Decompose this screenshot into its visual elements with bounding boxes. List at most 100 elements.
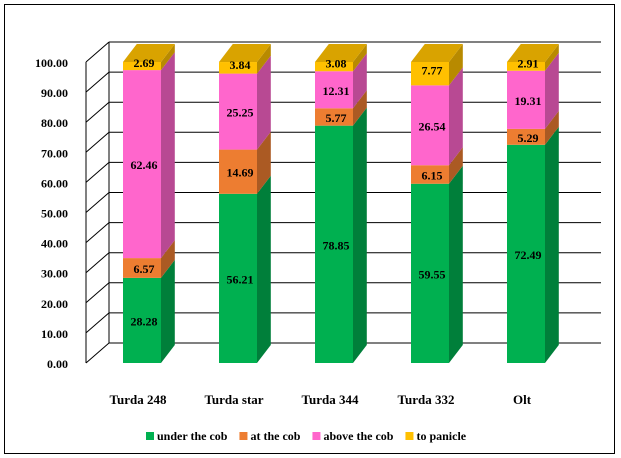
- data-label: 7.77: [422, 64, 443, 78]
- gridline-depth: [85, 192, 110, 213]
- data-label: 28.28: [131, 314, 158, 328]
- bar-segment-side: [545, 126, 559, 363]
- data-label: 2.69: [134, 56, 155, 70]
- gridline-depth: [85, 252, 110, 274]
- bar-segment-front: [219, 62, 257, 74]
- gridline-depth: [85, 222, 110, 243]
- legend-swatch: [239, 432, 248, 440]
- bar-segment-side: [545, 44, 559, 71]
- bar-segment-front: [411, 85, 449, 166]
- bar-segment-front: [411, 183, 449, 363]
- bar-segment-front: [123, 277, 161, 363]
- data-label: 6.15: [422, 168, 443, 182]
- data-label: 56.21: [227, 272, 254, 286]
- x-tick-label: Turda star: [204, 392, 263, 407]
- bar-top-face: [219, 44, 271, 63]
- y-tick-label: 40.00: [41, 237, 68, 251]
- x-tick-label: Turda 248: [110, 392, 167, 407]
- data-label: 62.46: [131, 158, 158, 172]
- legend-label: to panicle: [416, 429, 466, 443]
- bar-segment-side: [161, 240, 175, 278]
- x-tick-label: Olt: [513, 392, 532, 407]
- bar-segment-side: [257, 175, 271, 363]
- legend-swatch: [405, 432, 414, 440]
- gridline-depth: [85, 162, 110, 183]
- bar-segment-front: [411, 165, 449, 184]
- bar-segment-side: [161, 52, 175, 259]
- gridline-depth: [85, 312, 110, 334]
- bar-segment-side: [353, 53, 367, 109]
- data-label: 14.69: [227, 166, 254, 180]
- bar-segment-front: [315, 71, 353, 109]
- data-label: 5.77: [326, 111, 347, 125]
- bar-top-face: [123, 44, 175, 62]
- data-label: 19.31: [515, 94, 542, 108]
- bar-segment-side: [545, 110, 559, 145]
- x-tick-label: Turda 344: [302, 392, 359, 407]
- bar-segment-side: [257, 131, 271, 194]
- data-label: 5.29: [518, 131, 539, 145]
- legend-label: at the cob: [250, 429, 300, 443]
- bar-segment-front: [315, 108, 353, 126]
- y-tick-label: 0.00: [47, 357, 68, 371]
- bar-segment-front: [315, 125, 353, 363]
- bar-segment-side: [353, 90, 367, 126]
- data-label: 3.08: [326, 57, 347, 71]
- gridline-depth: [85, 101, 110, 123]
- y-tick-label: 90.00: [41, 86, 68, 100]
- data-label: 25.25: [227, 106, 254, 120]
- y-tick-label: 20.00: [41, 297, 68, 311]
- bar-segment-front: [315, 61, 353, 72]
- y-tick-label: 60.00: [41, 176, 68, 190]
- y-tick-label: 30.00: [41, 267, 68, 281]
- legend-label: above the cob: [323, 429, 393, 443]
- legend-swatch: [146, 432, 154, 440]
- bar-segment-side: [449, 165, 463, 363]
- data-label: 26.54: [419, 119, 446, 133]
- y-tick-label: 50.00: [41, 207, 68, 221]
- bar-segment-front: [123, 70, 161, 259]
- bar-segment-side: [353, 43, 367, 72]
- data-label: 78.85: [323, 238, 350, 252]
- data-label: 3.84: [230, 58, 251, 72]
- data-label: 6.57: [134, 262, 155, 276]
- bar-segment-side: [449, 147, 463, 184]
- y-tick-label: 10.00: [41, 327, 68, 341]
- bar-segment-front: [507, 128, 545, 145]
- bar-segment-front: [507, 144, 545, 363]
- y-tick-label: 80.00: [41, 116, 68, 130]
- gridline-depth: [85, 342, 110, 364]
- gridline-depth: [85, 131, 110, 153]
- bar-segment-front: [219, 73, 257, 150]
- data-label: 72.49: [515, 248, 542, 262]
- bar-segment-side: [545, 52, 559, 129]
- bar-top-face: [411, 43, 463, 62]
- bar-segment-front: [219, 149, 257, 194]
- bar-segment-front: [123, 258, 161, 278]
- bar-top-face: [315, 43, 367, 62]
- data-label: 2.91: [518, 56, 539, 70]
- bar-segment-side: [353, 107, 367, 363]
- bar-top-face: [507, 44, 559, 62]
- bar-segment-side: [161, 259, 175, 363]
- y-tick-label: 70.00: [41, 146, 68, 160]
- bar-segment-side: [257, 44, 271, 74]
- gridline-depth: [85, 71, 110, 93]
- x-tick-label: Turda 332: [398, 392, 455, 407]
- data-label: 59.55: [419, 267, 446, 281]
- bar-segment-front: [507, 70, 545, 129]
- bar-segment-front: [219, 193, 257, 363]
- legend-swatch: [312, 432, 321, 440]
- legend-label: under the cob: [157, 429, 228, 443]
- bar-segment-side: [449, 43, 463, 86]
- bar-segment-side: [161, 44, 175, 71]
- gridline-depth: [85, 41, 110, 63]
- bar-segment-front: [411, 61, 449, 86]
- data-label: 12.31: [323, 84, 350, 98]
- bar-segment-front: [123, 62, 161, 71]
- bar-segment-front: [507, 62, 545, 71]
- bar-segment-side: [257, 55, 271, 150]
- bar-segment-side: [449, 67, 463, 166]
- y-tick-label: 100.00: [35, 56, 68, 70]
